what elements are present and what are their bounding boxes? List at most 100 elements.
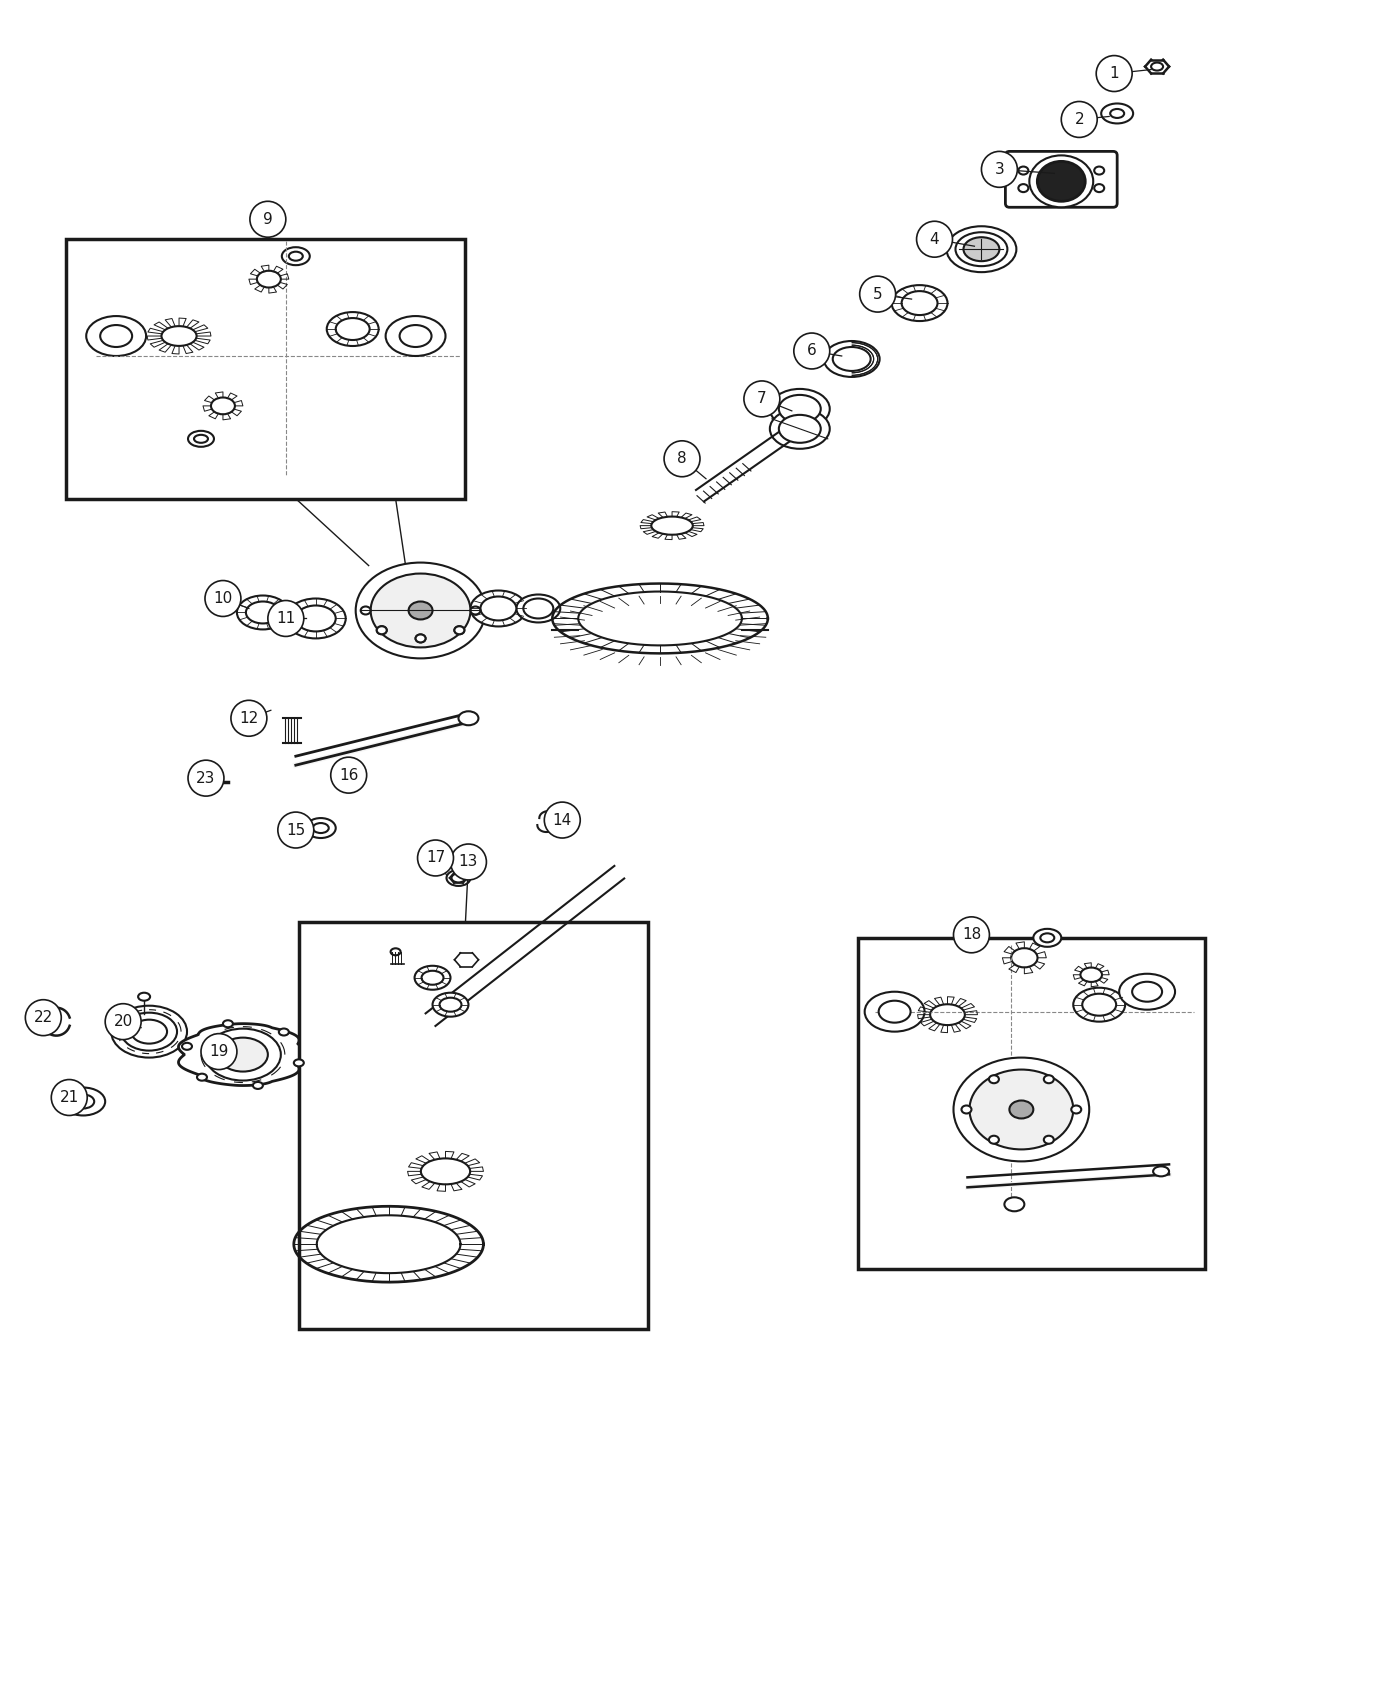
Circle shape [52,1080,87,1115]
Circle shape [917,221,952,257]
Bar [66,240,465,498]
Circle shape [25,1000,62,1035]
Ellipse shape [279,1028,288,1035]
Ellipse shape [218,1037,267,1071]
Ellipse shape [892,286,948,321]
Ellipse shape [305,818,336,838]
Text: 22: 22 [34,1010,53,1025]
Polygon shape [178,1023,311,1086]
Ellipse shape [336,318,370,340]
Ellipse shape [1110,109,1124,117]
Ellipse shape [1071,1105,1081,1114]
Ellipse shape [517,595,560,622]
Ellipse shape [823,342,879,377]
Ellipse shape [451,874,465,882]
Ellipse shape [447,870,470,886]
Circle shape [953,916,990,952]
Ellipse shape [161,326,196,345]
Circle shape [277,813,314,848]
Circle shape [981,151,1018,187]
Ellipse shape [414,966,451,989]
Ellipse shape [1009,1100,1033,1119]
Ellipse shape [953,1057,1089,1161]
Ellipse shape [470,607,480,614]
Ellipse shape [371,573,470,648]
Circle shape [664,440,700,476]
Ellipse shape [122,1013,176,1051]
Ellipse shape [865,991,924,1032]
Ellipse shape [281,246,309,265]
Ellipse shape [455,626,465,634]
Text: 17: 17 [426,850,445,865]
Text: 16: 16 [339,768,358,782]
Text: 23: 23 [196,770,216,785]
Ellipse shape [295,605,336,631]
Text: 20: 20 [113,1015,133,1028]
FancyBboxPatch shape [1005,151,1117,207]
Ellipse shape [204,779,211,785]
Ellipse shape [778,415,820,442]
Ellipse shape [256,270,281,287]
Ellipse shape [480,597,517,620]
Ellipse shape [399,325,431,347]
Ellipse shape [312,823,329,833]
Ellipse shape [1095,184,1105,192]
Ellipse shape [524,598,553,619]
Ellipse shape [1151,63,1163,70]
Ellipse shape [196,772,206,777]
Text: 13: 13 [459,855,479,869]
Ellipse shape [139,993,150,1001]
Ellipse shape [1018,167,1029,175]
Ellipse shape [1044,1074,1054,1083]
Bar [298,921,648,1329]
Ellipse shape [969,1069,1074,1149]
Ellipse shape [111,1006,188,1057]
Text: 3: 3 [994,162,1004,177]
Ellipse shape [1018,184,1029,192]
Circle shape [794,333,830,369]
Ellipse shape [1154,1166,1169,1176]
Ellipse shape [101,325,132,347]
Ellipse shape [87,316,146,355]
Ellipse shape [326,313,378,347]
Ellipse shape [356,563,486,658]
Ellipse shape [455,626,465,634]
Circle shape [451,843,486,881]
Circle shape [1096,56,1133,92]
Ellipse shape [833,347,871,371]
Text: 19: 19 [209,1044,228,1059]
Circle shape [1061,102,1098,138]
Circle shape [204,580,241,617]
Ellipse shape [391,949,400,955]
Ellipse shape [1082,994,1116,1015]
Ellipse shape [433,993,469,1017]
Text: 11: 11 [276,610,295,626]
Circle shape [267,600,304,636]
Ellipse shape [879,1001,910,1023]
Circle shape [330,756,367,794]
Ellipse shape [377,626,386,634]
Ellipse shape [223,1020,232,1027]
Ellipse shape [132,1020,167,1044]
Circle shape [249,201,286,238]
Ellipse shape [286,598,346,639]
Text: 15: 15 [286,823,305,838]
Ellipse shape [416,634,426,643]
Ellipse shape [246,602,280,624]
Text: 4: 4 [930,231,939,246]
Ellipse shape [1044,1136,1054,1144]
Ellipse shape [651,517,693,536]
Text: 5: 5 [872,287,882,301]
Circle shape [743,381,780,416]
Ellipse shape [385,316,445,355]
Circle shape [105,1003,141,1040]
Ellipse shape [253,1081,263,1090]
Text: 10: 10 [213,592,232,605]
Text: 21: 21 [60,1090,78,1105]
Ellipse shape [778,394,820,423]
Circle shape [545,802,580,838]
Ellipse shape [902,291,938,314]
Ellipse shape [377,626,386,634]
Ellipse shape [962,1105,972,1114]
Ellipse shape [73,1095,94,1108]
